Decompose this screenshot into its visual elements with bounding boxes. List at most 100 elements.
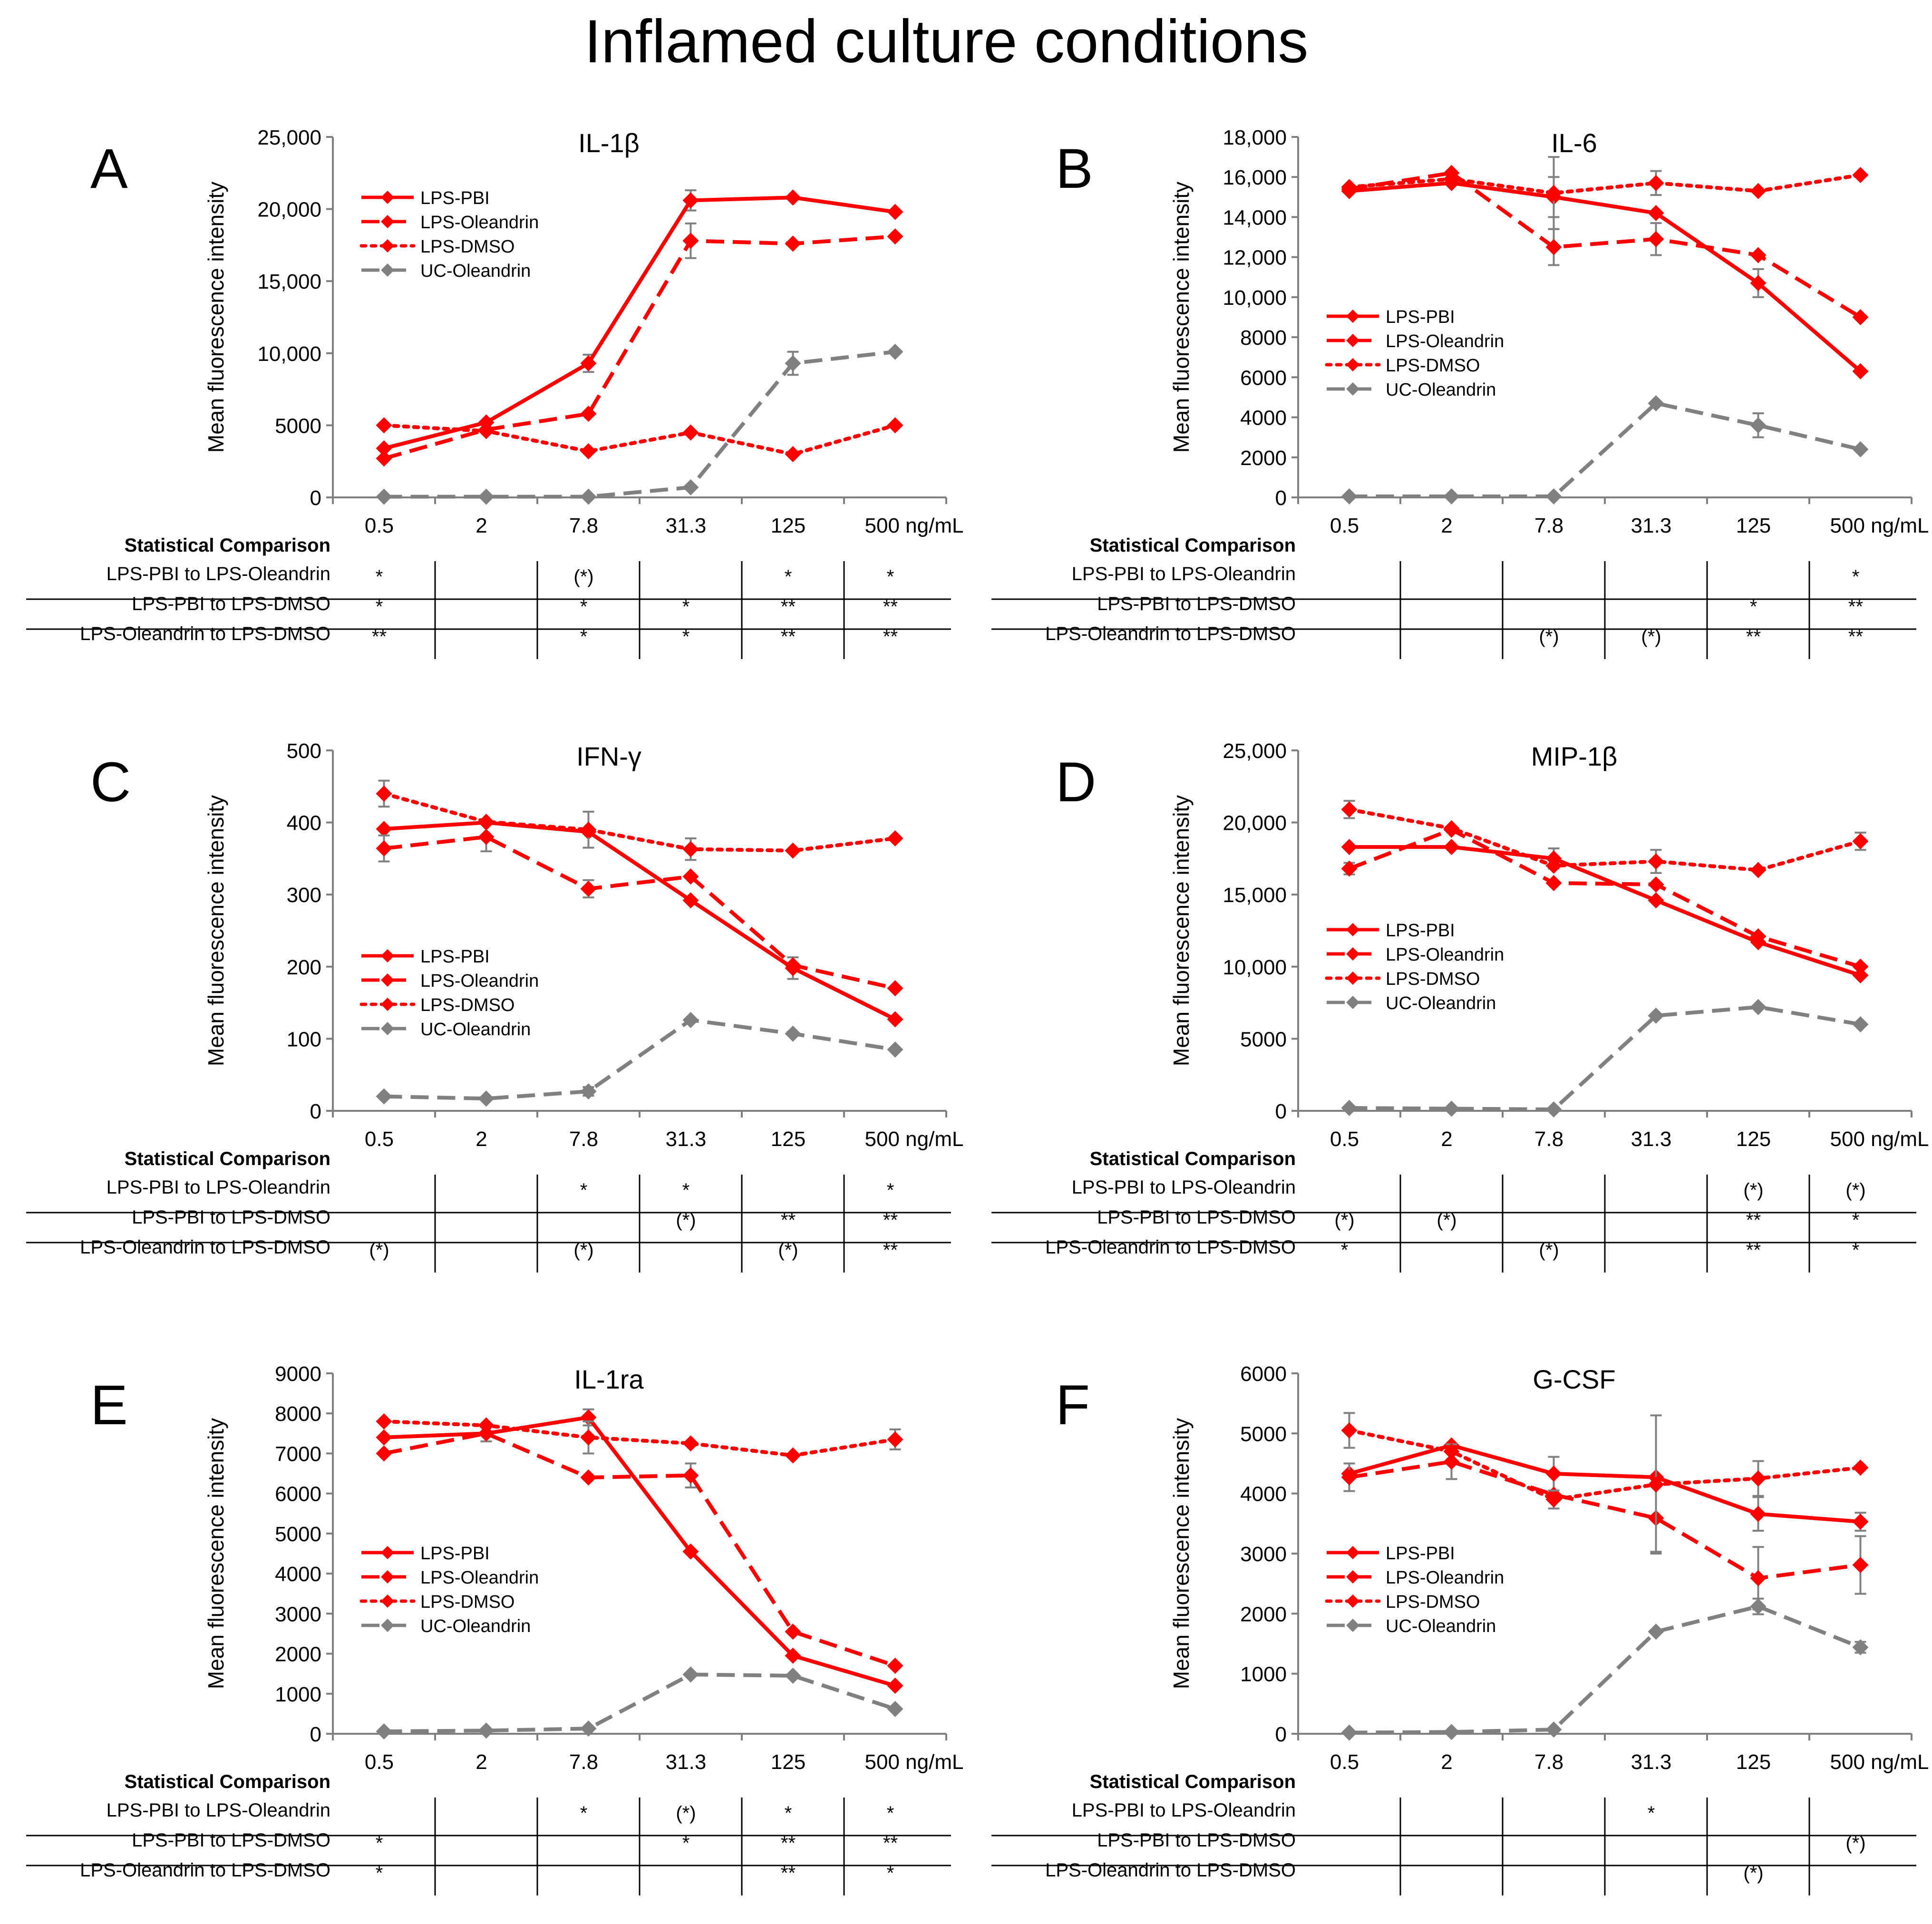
legend-label: LPS-PBI xyxy=(420,1544,490,1564)
legend-label: LPS-DMSO xyxy=(420,237,515,257)
data-point xyxy=(376,450,392,467)
stat-cell: * xyxy=(887,1863,894,1884)
stat-cell: * xyxy=(376,596,383,617)
y-tick-label: 15,000 xyxy=(257,270,321,293)
series-LPS-DMSO xyxy=(376,1413,903,1464)
data-point xyxy=(1341,1469,1358,1486)
y-tick-label: 5000 xyxy=(275,414,321,437)
legend-marker xyxy=(1346,382,1359,396)
y-axis-label: Mean fluorescence intensity xyxy=(204,1418,228,1689)
data-point xyxy=(785,957,801,973)
y-tick-label: 0 xyxy=(1275,1723,1287,1746)
data-point xyxy=(1545,857,1562,874)
data-point xyxy=(682,1666,699,1683)
data-point xyxy=(1648,1007,1664,1024)
legend-label: LPS-DMSO xyxy=(1386,1592,1480,1612)
data-point xyxy=(1648,175,1664,191)
data-point xyxy=(1750,862,1767,878)
series-line xyxy=(384,1018,896,1101)
y-tick-label: 5000 xyxy=(1240,1422,1287,1446)
chart-panel-A: A IL-1β 0 5000 10,000 15,000 20,000 25,000 0.5 2 7… xyxy=(26,126,963,659)
data-point xyxy=(1852,441,1869,457)
data-point xyxy=(478,1090,495,1107)
data-point xyxy=(682,424,699,441)
y-tick-label: 2000 xyxy=(275,1643,321,1666)
x-tick-label: 31.3 xyxy=(666,1750,707,1774)
x-tick-label: 125 xyxy=(1736,1127,1771,1151)
data-point xyxy=(1443,820,1460,836)
data-point xyxy=(1750,247,1767,263)
y-tick-label: 0 xyxy=(310,1723,321,1746)
stat-row-label: LPS-PBI to LPS-DMSO xyxy=(1097,1830,1296,1851)
data-point xyxy=(1750,1506,1767,1522)
data-point xyxy=(1648,892,1664,909)
x-tick-label: 0.5 xyxy=(365,1127,394,1151)
data-point xyxy=(1341,801,1358,818)
legend: LPS-PBI LPS-Oleandrin LPS-DMSO UC-Oleandrin xyxy=(359,1544,539,1636)
x-tick-label: 125 xyxy=(771,1750,806,1774)
data-point xyxy=(580,881,597,897)
data-point xyxy=(887,204,903,220)
data-point xyxy=(1648,1476,1664,1493)
data-point xyxy=(785,355,801,372)
chart-panel-D: D MIP-1β 0 5000 10,000 15,000 20,000 25,000 0.5 2… xyxy=(991,739,1929,1273)
series-line xyxy=(384,1672,896,1733)
data-point xyxy=(1852,309,1869,325)
x-tick-label: 31.3 xyxy=(1631,1127,1672,1151)
y-tick-label: 5000 xyxy=(275,1523,321,1546)
stat-row-label: LPS-PBI to LPS-Oleandrin xyxy=(1072,1800,1296,1821)
chart-title: IL-1ra xyxy=(574,1364,644,1394)
chart-panel-F: F G-CSF 0 1000 2000 3000 4000 5000 6000 0.5 2 7.8 31… xyxy=(991,1362,1929,1895)
stat-cell: * xyxy=(1648,1803,1655,1824)
data-point xyxy=(682,1435,699,1452)
data-point xyxy=(580,443,597,459)
legend: LPS-PBI LPS-Oleandrin LPS-DMSO UC-Oleandrin xyxy=(359,188,539,281)
legend-marker xyxy=(381,973,394,987)
chart-title: G-CSF xyxy=(1533,1364,1615,1394)
data-point xyxy=(1341,488,1358,505)
x-tick-label: 500 ng/mL xyxy=(865,514,964,537)
data-point xyxy=(478,423,495,439)
series-LPS-DMSO xyxy=(1341,800,1869,878)
legend-label: LPS-PBI xyxy=(420,947,490,967)
panel-letter: B xyxy=(1056,137,1093,200)
x-tick-label: 31.3 xyxy=(666,514,707,537)
y-tick-label: 4000 xyxy=(1240,1483,1287,1506)
stat-cell: * xyxy=(1750,596,1757,617)
panel-letter: C xyxy=(90,751,131,814)
data-point xyxy=(887,228,903,245)
x-tick-label: 125 xyxy=(771,514,806,537)
stat-cell: * xyxy=(1341,1240,1349,1261)
legend-marker xyxy=(381,215,394,228)
y-tick-label: 3000 xyxy=(275,1603,321,1626)
data-point xyxy=(580,488,597,505)
series-line xyxy=(384,350,895,499)
legend-marker xyxy=(1346,1594,1359,1608)
series-line xyxy=(382,791,897,853)
x-tick-label: 0.5 xyxy=(1330,514,1359,537)
data-point xyxy=(1648,876,1664,893)
legend-marker xyxy=(381,1619,394,1632)
data-point xyxy=(1545,1721,1562,1738)
data-point xyxy=(1443,839,1460,855)
stat-cell: * xyxy=(887,1803,894,1824)
data-point xyxy=(887,1677,903,1694)
legend-label: UC-Oleandrin xyxy=(420,1020,531,1040)
series-line xyxy=(1349,827,1861,969)
data-point xyxy=(376,1088,392,1105)
stat-cell: (*) xyxy=(1845,1180,1865,1201)
x-tick-label: 500 ng/mL xyxy=(865,1750,964,1774)
legend-label: LPS-PBI xyxy=(1386,921,1455,941)
x-tick-label: 2 xyxy=(1441,1750,1452,1774)
data-point xyxy=(887,830,903,846)
y-tick-label: 7000 xyxy=(275,1442,321,1466)
data-point xyxy=(478,1417,495,1434)
legend-marker xyxy=(1346,1570,1359,1584)
panel-letter: F xyxy=(1056,1374,1090,1437)
data-point xyxy=(1545,488,1562,505)
data-point xyxy=(682,841,699,857)
series-line xyxy=(1349,171,1862,319)
series-line xyxy=(1349,401,1861,498)
data-point xyxy=(887,980,903,997)
y-tick-label: 6000 xyxy=(1240,366,1287,389)
